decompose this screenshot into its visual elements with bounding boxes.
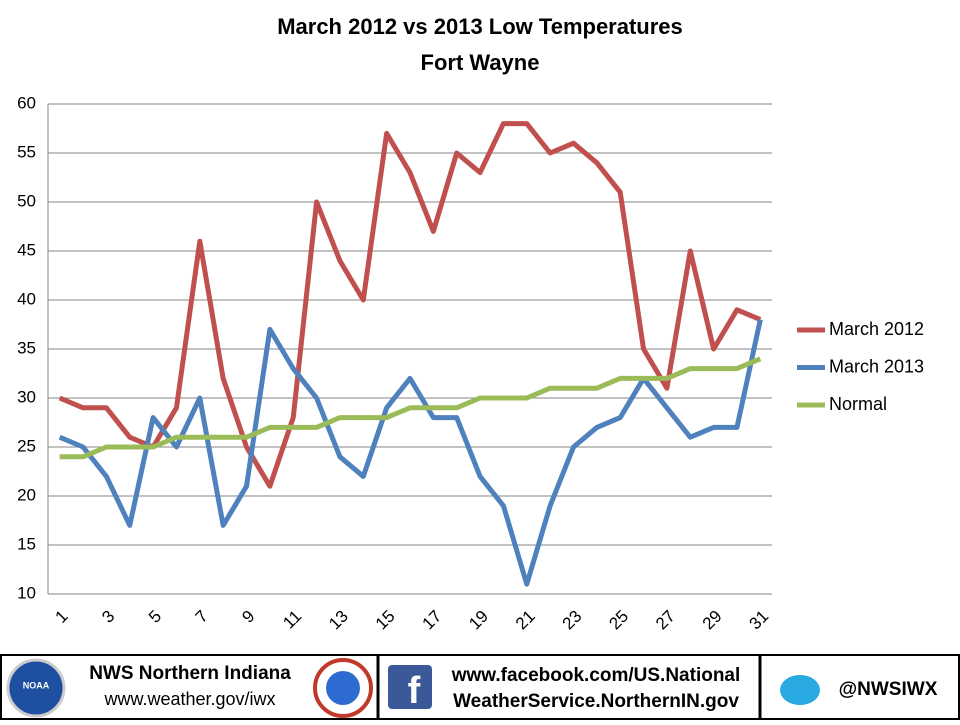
x-tick-label: 9: [238, 607, 258, 627]
legend-label: March 2013: [829, 356, 924, 376]
chart-title: March 2012 vs 2013 Low Temperatures: [277, 14, 683, 39]
y-tick-label: 30: [17, 387, 36, 406]
facebook-icon: [388, 665, 432, 709]
twitter-icon: [780, 675, 820, 705]
x-tick-label: 13: [325, 607, 352, 634]
legend-label: Normal: [829, 394, 887, 414]
chart-subtitle: Fort Wayne: [421, 50, 540, 75]
facebook-link-2: WeatherService.NorthernIN.gov: [453, 691, 739, 712]
footer-org: NWS Northern Indiana: [89, 663, 291, 684]
footer-url: www.weather.gov/iwx: [103, 689, 275, 709]
facebook-link-1: www.facebook.com/US.National: [451, 665, 741, 686]
x-tick-label: 1: [52, 607, 72, 627]
x-tick-label: 21: [512, 607, 539, 634]
x-tick-label: 31: [746, 607, 773, 634]
twitter-handle: @NWSIWX: [839, 679, 938, 700]
y-tick-label: 50: [17, 191, 36, 210]
y-tick-label: 35: [17, 338, 36, 357]
facebook-f: f: [408, 670, 421, 712]
y-tick-label: 40: [17, 289, 36, 308]
y-tick-label: 20: [17, 485, 36, 504]
x-tick-label: 25: [605, 607, 632, 634]
y-tick-label: 10: [17, 583, 36, 602]
y-tick-label: 25: [17, 436, 36, 455]
legend-label: March 2012: [829, 319, 924, 339]
x-tick-label: 11: [279, 607, 305, 633]
noaa-logo: [6, 658, 66, 718]
x-tick-label: 19: [465, 607, 492, 634]
x-tick-label: 27: [652, 607, 679, 634]
x-tick-label: 7: [192, 607, 212, 627]
footer: NOAA NWS Northern Indiana www.weather.go…: [0, 654, 960, 720]
x-tick-label: 3: [98, 607, 118, 627]
noaa-label: NOAA: [23, 680, 50, 690]
y-tick-label: 15: [17, 534, 36, 553]
nws-logo-inner: [326, 671, 360, 705]
x-tick-label: 5: [145, 607, 165, 627]
x-tick-label: 17: [419, 607, 446, 634]
series-line: [59, 356, 762, 460]
x-tick-label: 23: [559, 607, 586, 634]
series-line: [58, 121, 762, 489]
y-tick-label: 55: [17, 142, 36, 161]
x-tick-label: 15: [372, 607, 399, 634]
y-tick-label: 60: [17, 93, 36, 112]
x-tick-label: 29: [699, 607, 726, 634]
y-tick-label: 45: [17, 240, 36, 259]
